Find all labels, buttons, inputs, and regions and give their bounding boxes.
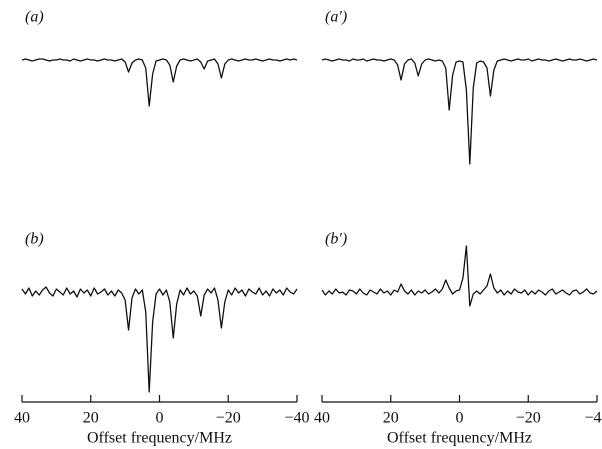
x-tick-label: 40 (314, 410, 330, 427)
x-axis-label: Offset frequency/MHz (87, 430, 232, 447)
x-tick-label: 20 (383, 410, 399, 427)
panel-label: (a) (25, 9, 44, 26)
spectrum-trace (321, 245, 598, 307)
spectrum-trace (21, 286, 298, 393)
panel-label: (b) (25, 231, 44, 248)
spectrum-trace (21, 58, 298, 107)
x-tick-label: 0 (156, 410, 164, 427)
panel-label: (b′) (325, 231, 347, 248)
x-tick-label: −40 (584, 410, 602, 427)
x-axis-label: Offset frequency/MHz (387, 430, 532, 447)
panel-label: (a′) (325, 9, 347, 26)
x-tick-label: 20 (83, 410, 99, 427)
x-tick-label: 40 (14, 410, 30, 427)
x-tick-label: −20 (516, 410, 541, 427)
x-tick-label: 0 (456, 410, 464, 427)
spectrum-trace (321, 58, 598, 165)
x-tick-label: −20 (216, 410, 241, 427)
x-tick-label: −40 (284, 410, 309, 427)
